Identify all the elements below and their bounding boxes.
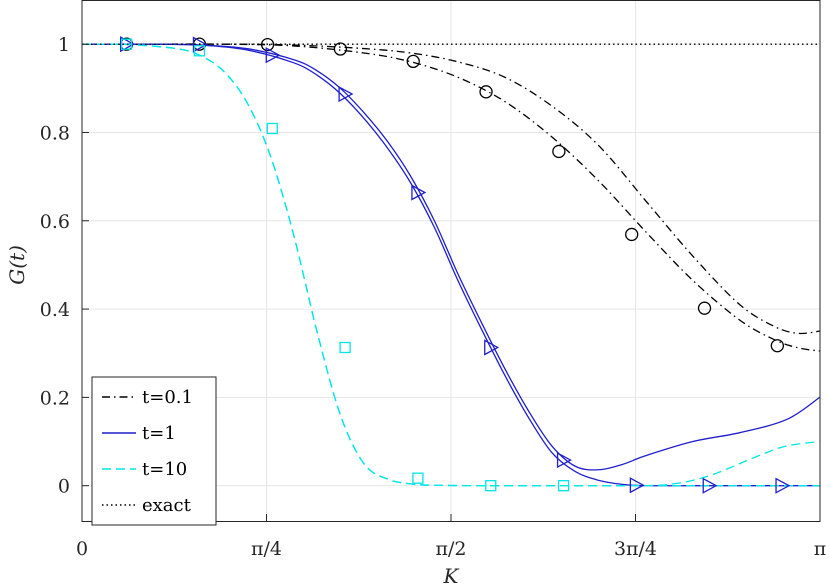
data-point-t-10 (412, 472, 424, 484)
data-point-t-1 (629, 477, 645, 494)
series-markers (119, 36, 791, 494)
data-point-t-10 (557, 480, 570, 492)
data-point-t-0-1 (479, 85, 493, 99)
data-point-t-1 (338, 85, 354, 103)
series-line-t-1 (81, 43, 820, 471)
legend-label-t-10: t=10 (142, 459, 187, 480)
y-axis-label: G(t) (5, 245, 29, 285)
series-lines (81, 43, 820, 487)
data-point-t-0-1 (333, 42, 348, 56)
data-point-t-1 (119, 36, 136, 53)
x-tick-label: π/4 (251, 538, 282, 560)
data-point-t-1 (192, 36, 208, 53)
y-tick-label: 0.2 (40, 387, 70, 409)
legend: t=0.1 t=1 t=10 exact (91, 376, 217, 526)
series-line-t-0-1 (82, 43, 820, 352)
axis-ticks: 0 π/4 π/2 3π/4 π 0 0.2 0.4 0.6 0.8 1 (40, 34, 826, 560)
y-tick-label: 0 (58, 476, 70, 498)
x-tick-label: 3π/4 (614, 538, 657, 560)
data-point-t-10 (485, 480, 497, 492)
data-point-t-0-1 (625, 227, 639, 242)
data-point-t-0-1 (697, 301, 712, 315)
data-point-t-1 (556, 451, 572, 469)
x-tick-label: π (814, 538, 827, 560)
data-point-t-1 (775, 477, 791, 494)
y-tick-label: 0.8 (40, 122, 70, 144)
legend-label-t-0-1: t=0.1 (142, 387, 193, 408)
x-tick-label: π/2 (436, 538, 467, 560)
y-tick-label: 1 (58, 34, 70, 56)
data-point-t-0-1 (406, 54, 420, 69)
data-point-t-1 (265, 47, 281, 64)
data-point-t-10 (120, 38, 133, 50)
data-point-t-10 (339, 341, 351, 354)
x-axis-label: K (443, 564, 460, 586)
y-tick-label: 0.6 (40, 211, 70, 233)
data-point-t-1 (702, 477, 718, 494)
data-point-t-1 (411, 184, 427, 201)
data-point-t-10 (193, 45, 206, 57)
data-point-t-1 (484, 339, 500, 356)
data-point-t-0-1 (552, 144, 566, 159)
legend-label-exact: exact (142, 495, 192, 516)
plot-frame (81, 0, 821, 522)
y-tick-label: 0.4 (40, 299, 70, 321)
data-point-t-0-1 (770, 339, 784, 353)
data-point-t-10 (266, 122, 278, 135)
series-line-t-0-1 (82, 43, 820, 335)
legend-box (91, 376, 217, 526)
legend-label-t-1: t=1 (142, 423, 176, 444)
x-tick-label: 0 (76, 538, 88, 560)
data-point-t-0-1 (260, 37, 275, 52)
